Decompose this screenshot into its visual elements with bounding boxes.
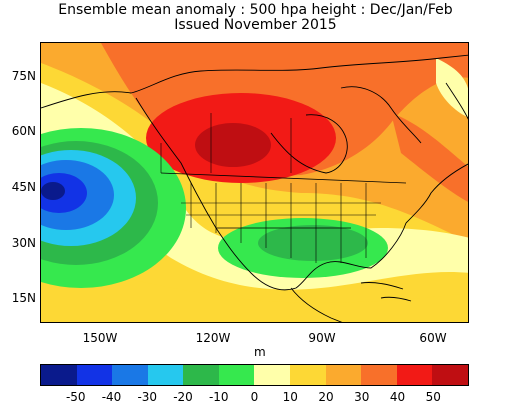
colorbar-swatch (396, 365, 433, 385)
colorbar-tick-label: -40 (101, 390, 122, 404)
colorbar-swatch (325, 365, 362, 385)
title-line-1: Ensemble mean anomaly : 500 hpa height :… (58, 2, 453, 18)
colorbar-tick-label: 10 (282, 390, 298, 404)
map-frame (40, 42, 469, 323)
colorbar-tick-label: -30 (137, 390, 158, 404)
lat-tick-label: 60N (11, 124, 36, 138)
colorbar-swatch (218, 365, 255, 385)
colorbar-swatch (254, 365, 291, 385)
colorbar-tick-label: -10 (208, 390, 229, 404)
colorbar-tick-label: 20 (318, 390, 334, 404)
colorbar-swatch (112, 365, 148, 385)
colorbar-swatch (183, 365, 219, 385)
colorbar-tick-label: -20 (173, 390, 193, 404)
colorbar-tick-label: -50 (65, 390, 86, 404)
colorbar-swatch (290, 365, 326, 385)
lon-tick-label: 90W (308, 331, 336, 345)
lat-tick-label: 15N (11, 291, 36, 305)
colorbar-swatch (76, 365, 113, 385)
band-50-plus (195, 123, 271, 167)
colorbar-swatch (41, 365, 77, 385)
unit-label: m (254, 345, 266, 359)
colorbar-tick-label: 50 (425, 390, 441, 404)
state-borders (160, 113, 381, 263)
band-30-40-east (391, 113, 468, 202)
neg-band-50 (41, 182, 65, 200)
colorbar-tick-label: 40 (389, 390, 406, 404)
neg-band-south-10 (258, 225, 368, 261)
band-0-10-ne (436, 58, 468, 118)
title-line-2: Issued November 2015 (174, 17, 337, 33)
colorbar-tick-label: 30 (354, 390, 370, 404)
coastlines (41, 54, 468, 322)
band-10-20-south (41, 258, 468, 322)
colorbar (40, 364, 469, 386)
anomaly-map (41, 43, 468, 322)
lat-tick-label: 45N (11, 180, 36, 194)
lat-tick-label: 75N (11, 69, 36, 83)
lon-tick-label: 120W (195, 331, 231, 345)
colorbar-swatch (361, 365, 397, 385)
lon-tick-label: 150W (82, 331, 118, 345)
colorbar-swatch (432, 365, 468, 385)
colorbar-tick-label: 0 (250, 390, 259, 404)
lat-tick-label: 30N (11, 236, 36, 250)
lon-tick-label: 60W (419, 331, 447, 345)
colorbar-swatch (147, 365, 184, 385)
